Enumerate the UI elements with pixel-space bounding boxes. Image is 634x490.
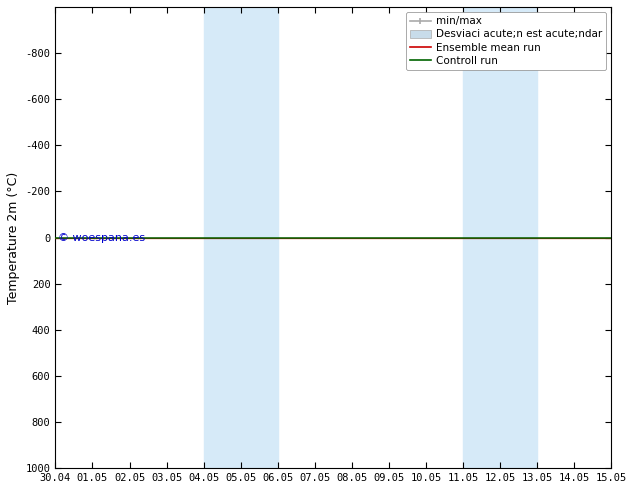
- Text: © woespana.es: © woespana.es: [58, 233, 145, 243]
- Y-axis label: Temperature 2m (°C): Temperature 2m (°C): [7, 172, 20, 304]
- Bar: [204, 7, 278, 468]
- Bar: [463, 7, 537, 468]
- Legend: min/max, Desviaci acute;n est acute;ndar, Ensemble mean run, Controll run: min/max, Desviaci acute;n est acute;ndar…: [406, 12, 606, 70]
